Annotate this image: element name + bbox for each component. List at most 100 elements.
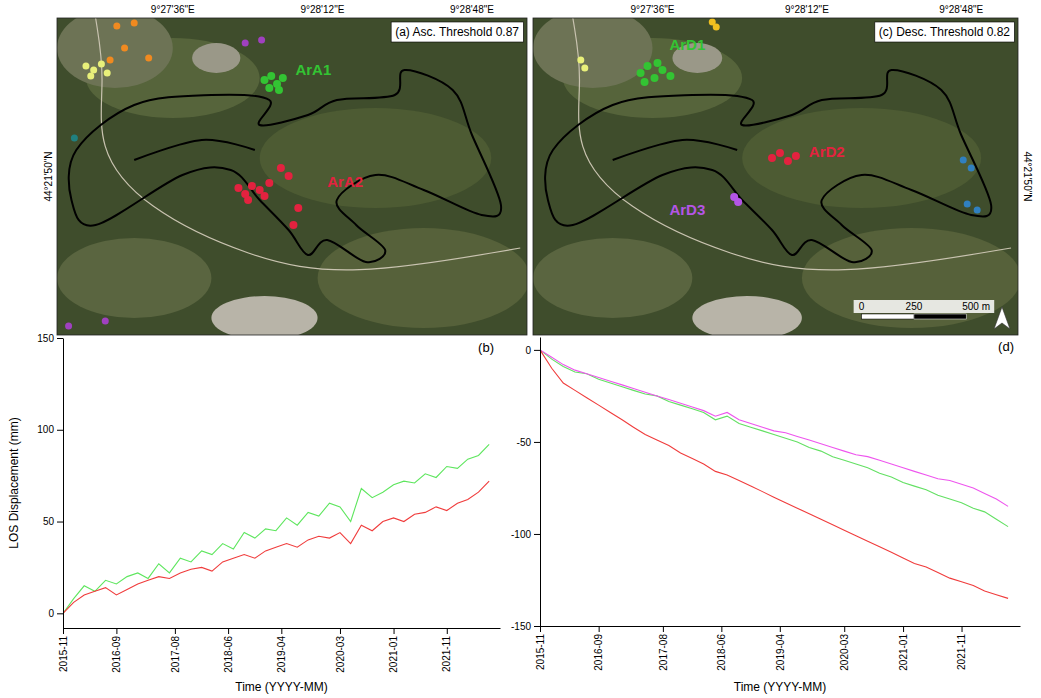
lon-label: 9°27'36"E (631, 4, 675, 15)
ps-point (102, 318, 109, 325)
tick: 2020-03 (335, 628, 346, 673)
tick-label: 0 (48, 608, 54, 619)
tick-mark (534, 442, 540, 443)
tick-label: -50 (517, 437, 532, 448)
tick-label: 2016-09 (111, 636, 122, 673)
lat-label: 44°21'50"N (43, 151, 54, 201)
tick-label: 2015-11 (535, 634, 546, 670)
ps-point (960, 157, 967, 164)
tick: 2021-11 (956, 626, 967, 670)
tick-mark (57, 430, 63, 431)
ps-point (90, 67, 97, 74)
ps-point (644, 62, 652, 70)
ps-point (260, 192, 268, 200)
tick: 0 (48, 608, 63, 619)
map-panel: ArA1ArA2(a) Asc. Threshold 0.879°27'36"E… (43, 4, 530, 340)
tick-mark (57, 522, 63, 523)
chart: 2015-11 2016-09 2017-08 2018-06 2019-04 2020-… (511, 338, 1021, 695)
tick-mark (534, 534, 540, 535)
tick: 2021-11 (441, 628, 452, 672)
tick-mark (228, 628, 229, 634)
ps-point (260, 76, 268, 84)
tick-label: 2019-04 (276, 636, 287, 673)
tick: 150 (37, 333, 63, 344)
plot-area (63, 444, 489, 613)
x-axis-title: Time (YYYY-MM) (734, 680, 826, 694)
tick-label: -100 (511, 529, 531, 540)
tick-label: 2021-01 (898, 634, 909, 671)
quarry (211, 296, 317, 335)
ps-point (107, 57, 114, 64)
ps-point (87, 73, 94, 80)
ps-point (113, 23, 120, 30)
ps-point (294, 204, 302, 212)
tick: 2019-04 (276, 628, 287, 673)
panel-title: (b) (478, 340, 494, 355)
scale-label: 500 m (962, 301, 990, 312)
ps-point (71, 135, 78, 142)
tick: 2019-04 (775, 626, 786, 671)
panel-title: (d) (998, 339, 1014, 354)
tick-label: 2019-04 (775, 634, 786, 671)
tick-label: 2016-09 (593, 634, 604, 671)
tick-mark (540, 626, 541, 632)
terrain (533, 18, 653, 88)
quarry (192, 43, 240, 73)
lon-label: 9°28'48"E (939, 4, 983, 15)
x-axis: 2015-11 2016-09 2017-08 2018-06 2019-04 2020-… (58, 628, 501, 673)
ps-point (121, 45, 128, 52)
tick: -150 (511, 621, 540, 632)
tick-mark (844, 626, 845, 632)
tick-mark (63, 628, 64, 634)
tick-label: 2020-03 (839, 634, 850, 671)
ps-point (265, 84, 273, 92)
tick-label: 2018-06 (716, 634, 727, 671)
tick: 2017-08 (658, 626, 669, 671)
road (96, 18, 521, 270)
ps-point (968, 165, 975, 172)
tick-label: 150 (37, 333, 54, 344)
tick-mark (116, 628, 117, 634)
ps-point (279, 74, 287, 82)
ps-point (65, 323, 72, 330)
tick: 2017-08 (170, 628, 181, 673)
y-axis: 0 50 100 150 (37, 333, 63, 629)
tick-label: 2015-11 (58, 636, 69, 672)
area-label: ArD3 (669, 201, 705, 218)
map-frame (533, 18, 1018, 335)
terrain (742, 108, 981, 208)
ps-point (581, 65, 588, 72)
ps-point (653, 59, 661, 67)
tick: 2016-09 (593, 626, 604, 671)
tick-label: -150 (511, 621, 531, 632)
tick-label: 2017-08 (170, 636, 181, 673)
tick-mark (534, 626, 540, 627)
area-label: ArD1 (669, 36, 705, 53)
quarry (692, 296, 802, 335)
ps-point (275, 86, 283, 94)
scale-label: 250 (906, 301, 923, 312)
tick-mark (340, 628, 341, 634)
tick: -100 (511, 529, 540, 540)
ps-point (964, 201, 971, 208)
tick-mark (281, 628, 282, 634)
terrain (318, 228, 527, 328)
tick-label: 100 (37, 424, 54, 435)
x-axis-title: Time (YYYY-MM) (235, 680, 327, 694)
ps-point (248, 182, 256, 190)
ps-point (242, 40, 249, 47)
tick-label: 2017-08 (658, 634, 669, 671)
ps-point (784, 157, 792, 165)
tick: 0 (525, 345, 540, 356)
series-line (540, 350, 1008, 599)
tick: 2018-06 (223, 628, 234, 673)
tick-mark (962, 626, 963, 632)
ps-point (98, 61, 105, 68)
ps-point (776, 149, 784, 157)
road (573, 18, 1011, 270)
tick: -50 (517, 437, 540, 448)
tick-label: 50 (43, 516, 55, 527)
ps-point (713, 24, 720, 31)
series-line (63, 444, 489, 613)
lon-label: 9°27'36"E (151, 4, 195, 15)
